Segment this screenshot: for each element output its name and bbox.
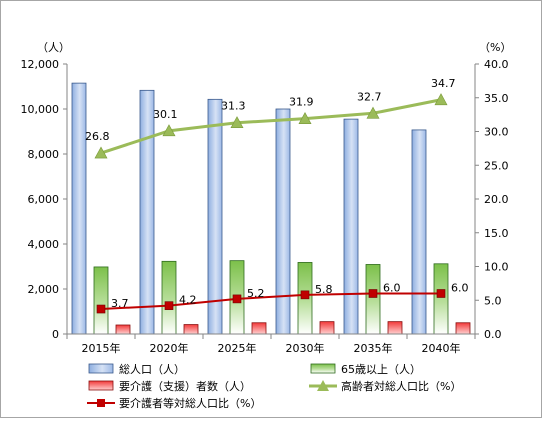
legend-marker [317,380,329,391]
bar [139,89,155,335]
series-line [100,292,441,311]
series-marker [96,304,106,314]
x-tick-label: 2025年 [218,341,257,355]
bar [411,129,427,335]
bar [251,322,267,335]
bar [433,263,449,335]
x-tick-label: 2015年 [82,341,121,355]
right-tick-label: 30.0 [484,126,509,139]
right-tick-label: 25.0 [484,159,509,172]
right-tick-label: 5.0 [484,294,502,307]
data-label: 26.8 [85,130,110,143]
left-tick-label: 12,000 [21,58,60,71]
left-axis-unit: （人） [37,41,70,54]
left-tick-label: 10,000 [21,103,60,116]
series-marker [230,116,244,129]
series-marker [164,301,174,310]
bar [365,264,381,335]
legend: 総人口（人） 65歳以上（人） 要介護（支援）者数（人） 高齢者対総人口比（%） 要介護… [87,362,461,410]
series-marker [368,289,378,298]
data-label: 3.7 [111,297,129,310]
series-marker [436,289,446,298]
series-marker [162,124,176,137]
data-label: 4.2 [179,294,197,307]
data-label: 31.3 [221,100,246,113]
bar [93,266,109,335]
right-axis-ticks: 0.0 5.0 10.0 15.0 20.0 25.0 30.0 35.0 40.0 [475,58,509,341]
bar [71,82,87,335]
data-label: 30.1 [153,108,178,121]
bar [275,108,291,335]
right-tick-label: 10.0 [484,261,509,274]
data-label: 6.0 [451,282,469,295]
bar [207,98,223,335]
series-marker [300,290,310,300]
data-label: 5.8 [315,283,333,296]
left-tick-label: 6,000 [28,193,60,206]
bar-series [71,82,471,335]
x-axis-labels: 2015年 2020年 2025年 2030年 2035年 2040年 [82,341,461,355]
bar [455,322,471,335]
series-marker [298,112,312,124]
series-marker [366,106,380,119]
legend-swatch [88,363,114,374]
data-label: 6.0 [383,282,401,295]
series-marker [94,146,108,159]
legend-marker [97,399,105,407]
series-marker [434,93,448,106]
legend-swatch [88,380,114,391]
data-label: 34.7 [431,77,456,90]
bar [183,324,199,335]
legend-label: 高齢者対総人口比（%） [341,379,461,393]
series-line [100,98,442,155]
left-tick-label: 4,000 [28,238,60,251]
left-tick-label: 2,000 [28,283,60,296]
right-tick-label: 15.0 [484,227,509,240]
right-tick-label: 40.0 [484,58,509,71]
legend-label: 要介護者等対総人口比（%） [119,396,261,410]
bar [115,324,131,335]
series-marker [232,294,242,304]
data-label: 5.2 [247,287,265,300]
left-tick-label: 8,000 [28,148,60,161]
bar [343,118,359,335]
legend-label: 要介護（支援）者数（人） [119,379,251,393]
right-axis-unit: （%） [479,41,511,54]
right-tick-label: 35.0 [484,92,509,105]
bar [161,260,177,335]
x-tick-label: 2040年 [422,341,461,355]
data-label: 31.9 [289,96,314,109]
data-label: 32.7 [357,90,382,103]
legend-label: 65歳以上（人） [341,363,421,376]
right-tick-label: 20.0 [484,193,509,206]
x-tick-label: 2020年 [150,341,189,355]
axes [66,64,476,339]
bar [387,321,403,335]
bar [319,321,335,335]
x-tick-label: 2035年 [354,341,393,355]
right-tick-label: 0.0 [484,328,502,341]
x-tick-label: 2030年 [286,341,325,355]
line-series: 26.8 30.1 31.3 31.9 32.7 34.7 3.7 4.2 5.2 5.8 6.0 6… [85,77,469,314]
left-axis-ticks: 0 2,000 4,000 6,000 8,000 10,000 12,000 [21,58,67,341]
left-tick-label: 0 [52,328,59,341]
legend-label: 総人口（人） [119,362,185,376]
legend-swatch [310,363,336,374]
